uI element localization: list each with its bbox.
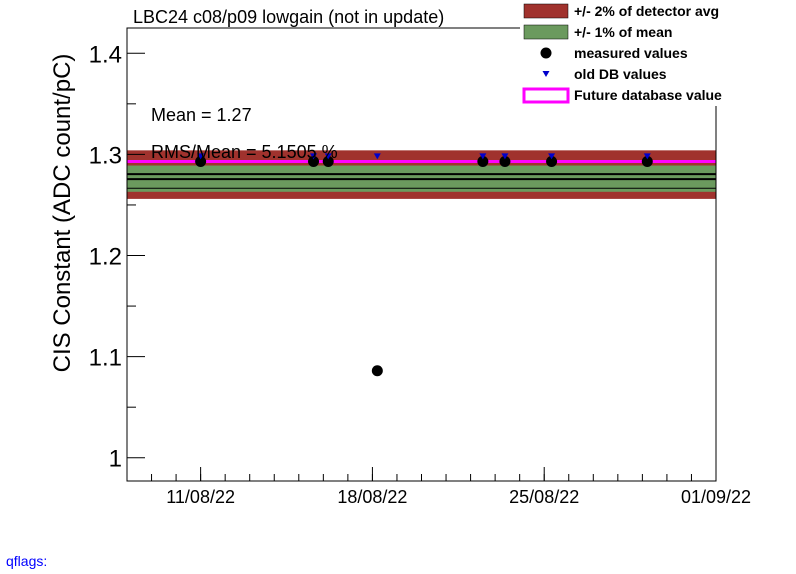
text-layer: LBC24 c08/p09 lowgain (not in update) Mea…: [127, 7, 516, 162]
y-tick-label: 1.2: [89, 244, 122, 271]
x-tick-label: 25/08/22: [509, 487, 579, 507]
old-db-value-point: [373, 153, 381, 160]
old-db-value-point: [310, 153, 318, 160]
legend-swatch: [540, 47, 552, 59]
measured-value-point: [546, 155, 558, 167]
y-axis-label: CIS Constant (ADC count/pC): [49, 54, 76, 373]
measured-value-point: [641, 155, 653, 167]
legend-swatch: [523, 3, 569, 19]
rms-text: RMS/Mean = 5.1505 %: [151, 142, 338, 162]
legend-swatch: [522, 87, 570, 104]
legend-label: +/- 2% of detector avg: [574, 3, 719, 19]
old-db-value-point: [548, 153, 556, 160]
x-tick-label: 11/08/22: [166, 487, 235, 507]
measured-value-point: [308, 155, 320, 167]
old-db-value-point: [501, 153, 509, 160]
legend-label: +/- 1% of mean: [574, 24, 672, 40]
line-layer: [127, 159, 716, 189]
y-tick-label: 1.3: [89, 142, 122, 169]
y-tick-label: 1: [109, 446, 122, 473]
measured-value-point: [477, 155, 489, 167]
x-tick-label: 01/09/22: [681, 487, 751, 507]
y-tick-label: 1.4: [89, 41, 122, 68]
legend-label: measured values: [574, 45, 688, 61]
legend: +/- 2% of detector avg +/- 1% of mean meas…: [520, 0, 796, 106]
old-db-value-point: [643, 153, 651, 160]
legend-swatch: [523, 24, 569, 40]
legend-swatch: [542, 71, 550, 77]
legend-label: Future database value: [574, 87, 722, 103]
measured-value-point: [195, 155, 207, 167]
old-db-value-point: [324, 153, 332, 160]
old-db-value-point: [479, 153, 487, 160]
mean-text: Mean = 1.27: [151, 105, 252, 125]
old-db-value-point: [197, 153, 205, 160]
legend-label: old DB values: [574, 66, 667, 82]
x-tick-label: 18/08/22: [337, 487, 407, 507]
chart-title: LBC24 c08/p09 lowgain (not in update): [133, 7, 444, 27]
measured-value-point: [371, 365, 383, 377]
measured-value-point: [499, 155, 511, 167]
measured-value-point: [322, 155, 334, 167]
points-layer: [195, 153, 653, 377]
y-tick-label: 1.1: [89, 345, 122, 372]
qflags-label: qflags:: [6, 553, 48, 569]
axes-layer: 1 1.1 1.2 1.3 1.4 11/08/22 18/08/22 25/08/22 01/…: [49, 27, 751, 507]
